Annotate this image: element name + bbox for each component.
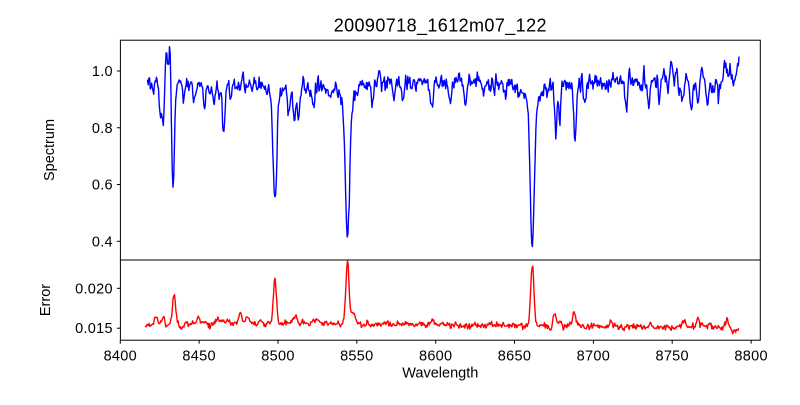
- svg-text:8550: 8550: [340, 348, 373, 364]
- svg-text:0.020: 0.020: [75, 281, 113, 297]
- svg-text:8650: 8650: [498, 348, 531, 364]
- svg-text:8600: 8600: [419, 348, 452, 364]
- svg-text:20090718_1612m07_122: 20090718_1612m07_122: [334, 16, 547, 37]
- svg-text:0.8: 0.8: [92, 121, 113, 137]
- svg-text:0.6: 0.6: [92, 178, 113, 194]
- svg-text:8700: 8700: [577, 348, 610, 364]
- svg-text:8400: 8400: [104, 348, 137, 364]
- svg-text:8450: 8450: [182, 348, 215, 364]
- svg-text:0.015: 0.015: [75, 321, 113, 337]
- svg-text:8750: 8750: [655, 348, 688, 364]
- svg-text:Spectrum: Spectrum: [42, 119, 58, 181]
- svg-text:8800: 8800: [734, 348, 767, 364]
- svg-text:0.4: 0.4: [92, 234, 113, 250]
- svg-text:Wavelength: Wavelength: [402, 366, 478, 382]
- svg-text:1.0: 1.0: [92, 64, 113, 80]
- svg-text:8500: 8500: [261, 348, 294, 364]
- svg-text:Error: Error: [38, 284, 54, 316]
